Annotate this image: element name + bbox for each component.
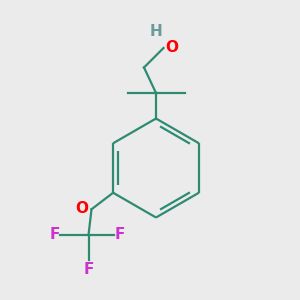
Text: F: F [114,227,124,242]
Text: H: H [150,24,162,39]
Text: O: O [75,201,88,216]
Text: F: F [83,262,94,277]
Text: F: F [50,227,60,242]
Text: O: O [165,40,178,55]
